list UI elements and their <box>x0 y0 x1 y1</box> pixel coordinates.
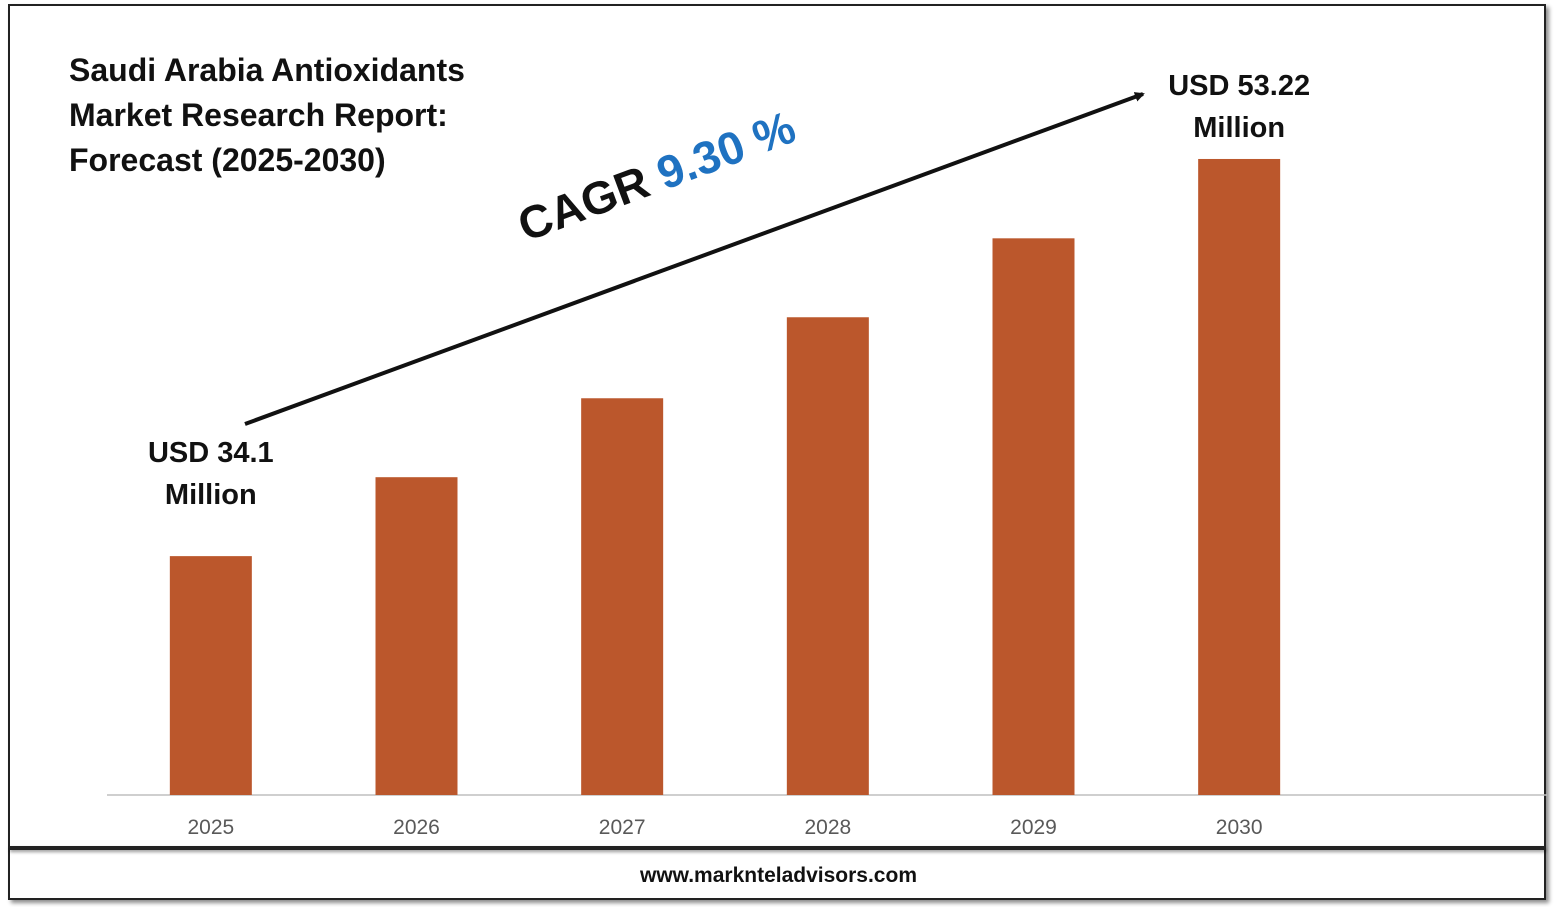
x-tick-label: 2030 <box>1216 816 1263 839</box>
value-label: USD 53.22 Million <box>1168 69 1311 144</box>
x-tick-label: 2026 <box>393 816 440 839</box>
x-tick-label: 2025 <box>187 816 234 839</box>
value-label: USD 34.1 Million <box>147 437 274 512</box>
x-tick-label: 2029 <box>1010 816 1057 839</box>
bar <box>375 477 458 795</box>
chart-title: Saudi Arabia Antioxidants Market Researc… <box>69 52 465 178</box>
separator <box>10 846 1546 850</box>
footer-url: www.marknteladvisors.com <box>640 864 917 887</box>
x-tick-label: 2028 <box>804 816 851 839</box>
x-tick-label: 2027 <box>599 816 646 839</box>
bar <box>1198 158 1281 795</box>
bar <box>169 556 252 795</box>
bar <box>786 317 869 795</box>
trend-arrow <box>244 92 1145 426</box>
frame <box>8 4 1546 900</box>
bar <box>581 398 664 795</box>
bar <box>992 238 1075 795</box>
